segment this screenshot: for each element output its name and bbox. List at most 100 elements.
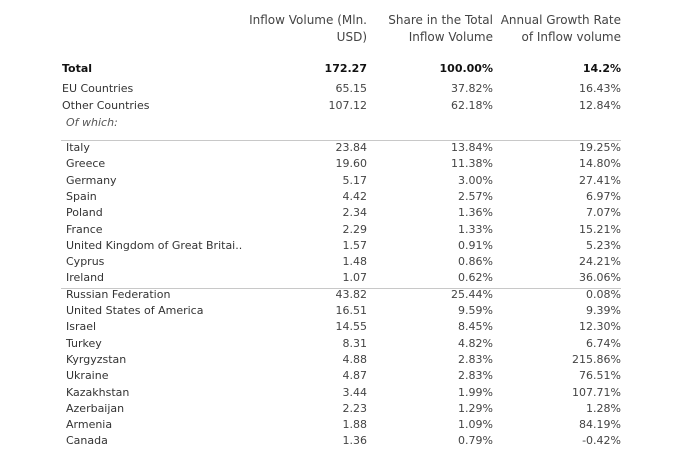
share-cell: 9.59% bbox=[458, 304, 493, 317]
growth-cell: 5.23% bbox=[586, 238, 621, 252]
row-label: United States of America bbox=[66, 304, 204, 317]
table-row: France 2.29 1.33% 15.21% bbox=[0, 222, 677, 238]
row-label: Ireland bbox=[66, 271, 105, 285]
table-row: United Kingdom of Great Britai.. 1.57 0.91… bbox=[0, 238, 677, 254]
row-label: France bbox=[66, 222, 103, 236]
inflow-volume-cell: 2.29 bbox=[342, 222, 368, 236]
share-cell: 1.29% bbox=[458, 401, 493, 415]
row-label: Poland bbox=[66, 206, 103, 220]
table-row: Total 172.27 100.00% 14.2% bbox=[0, 61, 677, 77]
row-label: Kyrgyzstan bbox=[66, 352, 127, 366]
row-label: Ukraine bbox=[66, 369, 109, 383]
share-cell: 62.18% bbox=[451, 99, 493, 112]
share-cell: 0.91% bbox=[458, 238, 493, 252]
share-cell: 2.83% bbox=[458, 369, 493, 383]
table-row: Poland 2.34 1.36% 7.07% bbox=[0, 205, 677, 221]
growth-cell: 84.19% bbox=[579, 418, 621, 432]
inflow-volume-cell: 8.31 bbox=[342, 336, 368, 350]
growth-cell: 27.41% bbox=[579, 173, 621, 187]
inflow-volume-cell: 4.88 bbox=[342, 352, 368, 366]
inflow-volume-cell: 3.44 bbox=[342, 385, 368, 399]
table-row: Kazakhstan 3.44 1.99% 107.71% bbox=[0, 385, 677, 401]
growth-cell: 19.25% bbox=[579, 141, 621, 154]
table-row: Canada 1.36 0.79% -0.42% bbox=[0, 433, 677, 449]
table-row: Ukraine 4.87 2.83% 76.51% bbox=[0, 368, 677, 384]
inflow-volume-cell: 23.84 bbox=[335, 141, 368, 154]
row-label: Italy bbox=[66, 141, 90, 154]
row-label: Turkey bbox=[66, 336, 102, 350]
share-cell: 100.00% bbox=[439, 62, 493, 75]
row-label: EU Countries bbox=[62, 82, 134, 95]
row-divider bbox=[61, 288, 621, 289]
table-row: Israel 14.55 8.45% 12.30% bbox=[0, 319, 677, 335]
growth-cell: 36.06% bbox=[579, 271, 621, 285]
table-row: EU Countries 65.15 37.82% 16.43% bbox=[0, 81, 677, 97]
table-row: Greece 19.60 11.38% 14.80% bbox=[0, 156, 677, 172]
row-label: Greece bbox=[66, 157, 106, 171]
header-share-total: Share in the Total Inflow Volume bbox=[388, 13, 493, 44]
table-row: Azerbaijan 2.23 1.29% 1.28% bbox=[0, 401, 677, 417]
growth-cell: -0.42% bbox=[582, 434, 621, 448]
share-cell: 8.45% bbox=[458, 320, 493, 334]
inflow-volume-cell: 1.48 bbox=[342, 255, 368, 269]
share-cell: 13.84% bbox=[451, 141, 493, 154]
table-row: Italy 23.84 13.84% 19.25% bbox=[0, 140, 677, 156]
inflow-volume-cell: 4.87 bbox=[342, 369, 368, 383]
table-row: Ireland 1.07 0.62% 36.06% bbox=[0, 270, 677, 286]
share-cell: 0.79% bbox=[458, 434, 493, 448]
share-cell: 1.33% bbox=[458, 222, 493, 236]
share-cell: 11.38% bbox=[451, 157, 493, 171]
growth-cell: 24.21% bbox=[579, 255, 621, 269]
growth-cell: 1.28% bbox=[586, 401, 621, 415]
growth-cell: 9.39% bbox=[586, 304, 621, 317]
inflow-volume-cell: 1.36 bbox=[342, 434, 368, 448]
growth-cell: 215.86% bbox=[572, 352, 621, 366]
inflow-volume-cell: 107.12 bbox=[328, 99, 368, 112]
share-cell: 37.82% bbox=[451, 82, 493, 95]
share-cell: 25.44% bbox=[451, 287, 493, 301]
growth-cell: 12.84% bbox=[579, 99, 621, 112]
row-label: Kazakhstan bbox=[66, 385, 130, 399]
growth-cell: 7.07% bbox=[586, 206, 621, 220]
table-row: Turkey 8.31 4.82% 6.74% bbox=[0, 336, 677, 352]
share-cell: 2.57% bbox=[458, 189, 493, 203]
inflow-volume-cell: 5.17 bbox=[342, 173, 368, 187]
inflow-volume-cell: 65.15 bbox=[335, 82, 368, 95]
inflow-volume-cell: 4.42 bbox=[342, 189, 368, 203]
growth-cell: 16.43% bbox=[579, 82, 621, 95]
growth-cell: 12.30% bbox=[579, 320, 621, 334]
table-row: Russian Federation 43.82 25.44% 0.08% bbox=[0, 287, 677, 303]
growth-cell: 6.97% bbox=[586, 189, 621, 203]
table-row: Germany 5.17 3.00% 27.41% bbox=[0, 173, 677, 189]
inflow-volume-cell: 2.23 bbox=[342, 401, 368, 415]
row-label: Germany bbox=[66, 173, 117, 187]
table-row: United States of America 16.51 9.59% 9.39% bbox=[0, 303, 677, 319]
share-cell: 1.09% bbox=[458, 418, 493, 432]
share-cell: 3.00% bbox=[458, 173, 493, 187]
inflow-volume-cell: 43.82 bbox=[335, 287, 368, 301]
row-label: Russian Federation bbox=[66, 287, 171, 301]
share-cell: 1.99% bbox=[458, 385, 493, 399]
row-label: Spain bbox=[66, 189, 97, 203]
row-label: Canada bbox=[66, 434, 108, 448]
share-cell: 2.83% bbox=[458, 352, 493, 366]
inflow-volume-cell: 14.55 bbox=[335, 320, 368, 334]
row-divider bbox=[61, 140, 621, 141]
row-label: Cyprus bbox=[66, 255, 105, 269]
row-label: Azerbaijan bbox=[66, 401, 125, 415]
inflow-volume-cell: 172.27 bbox=[324, 62, 367, 75]
row-label: Total bbox=[62, 62, 93, 75]
growth-cell: 6.74% bbox=[586, 336, 621, 350]
header-annual-growth: Annual Growth Rate of Inflow volume bbox=[500, 13, 621, 44]
growth-cell: 76.51% bbox=[579, 369, 621, 383]
growth-cell: 14.80% bbox=[579, 157, 621, 171]
inflow-volume-cell: 2.34 bbox=[342, 206, 368, 220]
share-cell: 4.82% bbox=[458, 336, 493, 350]
share-cell: 1.36% bbox=[458, 206, 493, 220]
table-row: Cyprus 1.48 0.86% 24.21% bbox=[0, 254, 677, 270]
inflow-volume-cell: 1.07 bbox=[342, 271, 368, 285]
inflow-volume-cell: 16.51 bbox=[335, 304, 368, 317]
share-cell: 0.86% bbox=[458, 255, 493, 269]
share-cell: 0.62% bbox=[458, 271, 493, 285]
table-row: Armenia 1.88 1.09% 84.19% bbox=[0, 417, 677, 433]
